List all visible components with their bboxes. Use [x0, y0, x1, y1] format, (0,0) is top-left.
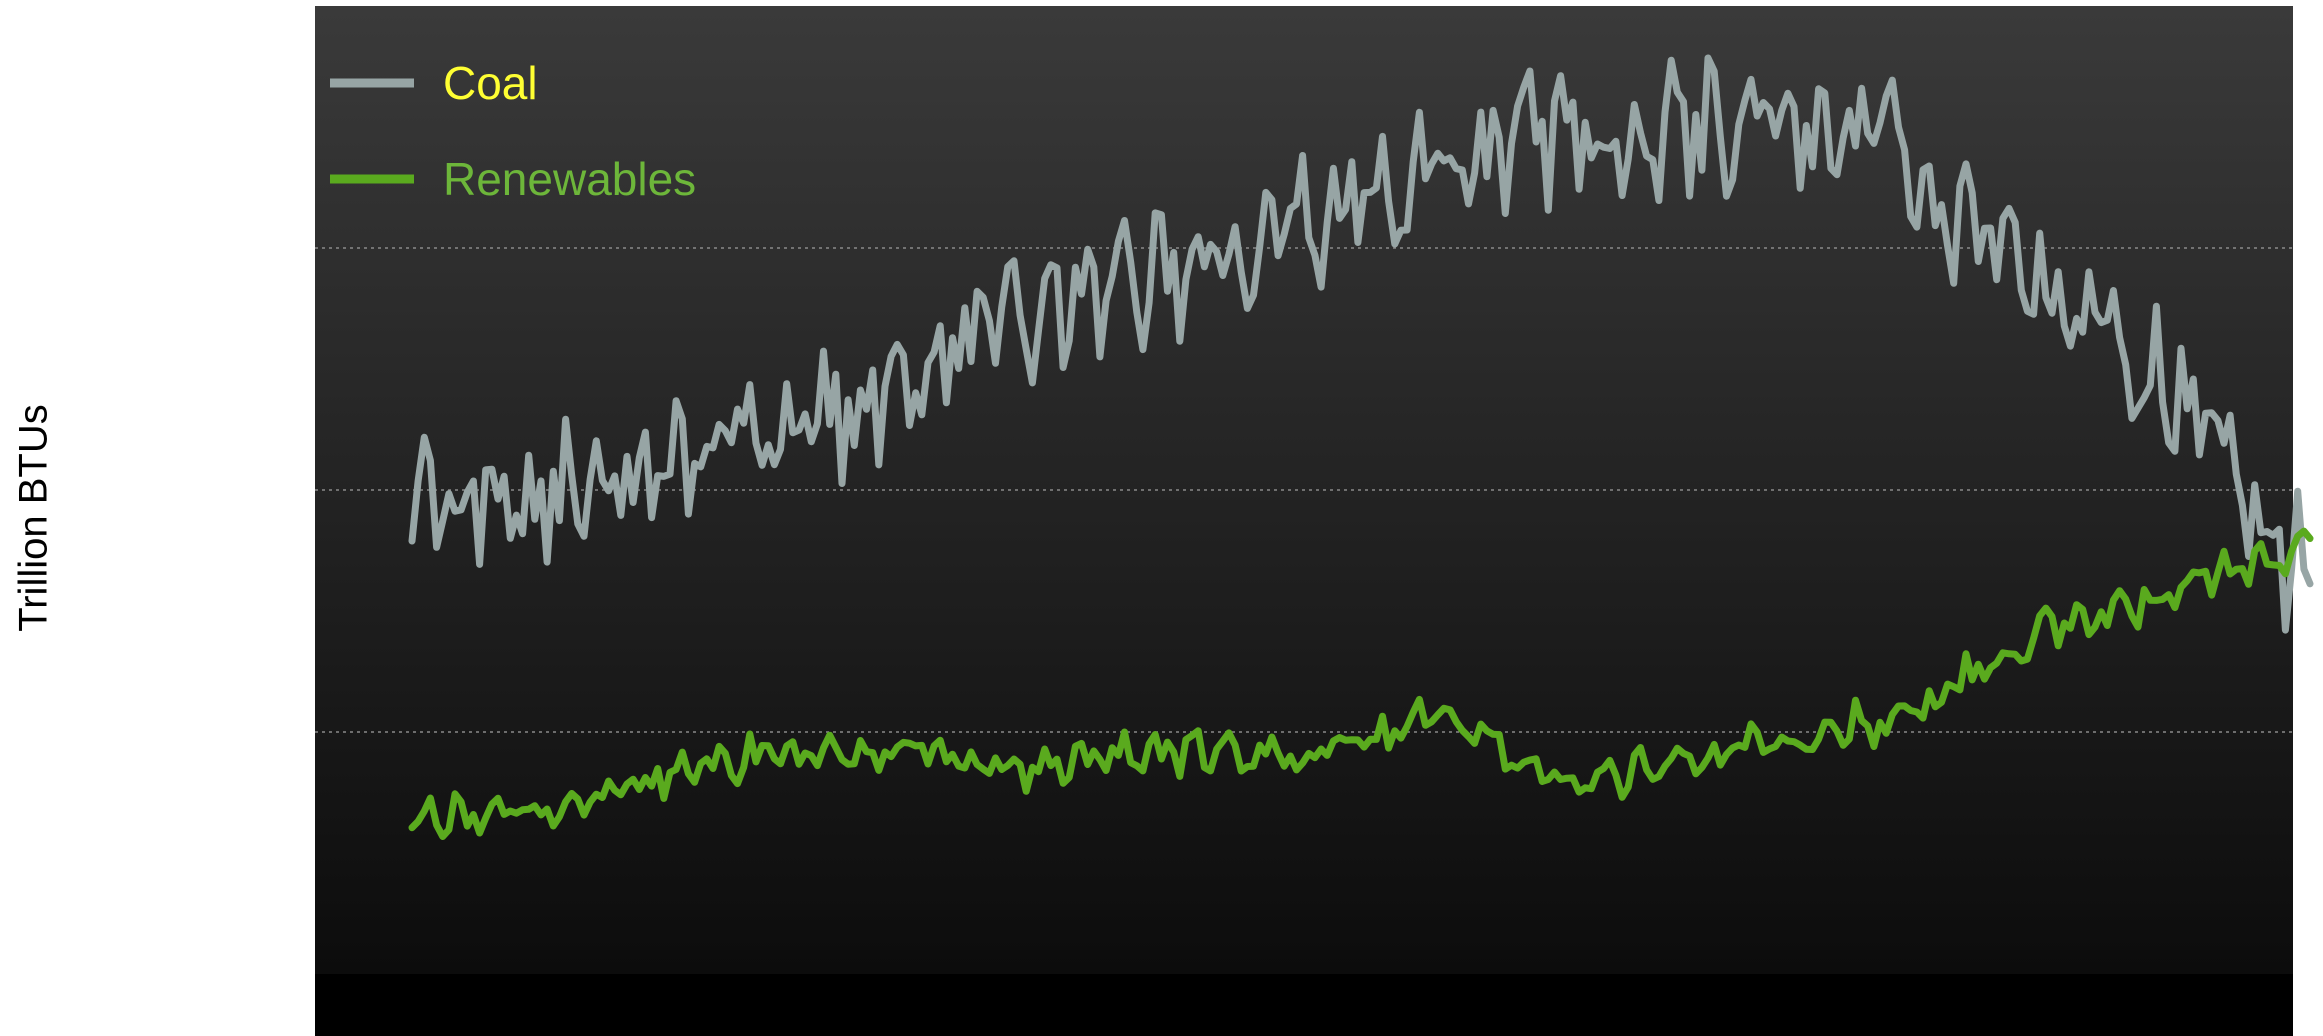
legend: Coal Renewables	[330, 57, 696, 205]
legend-label-coal: Coal	[443, 57, 538, 109]
baseline-band	[315, 974, 2293, 1036]
gridlines	[315, 247, 2293, 733]
series-line-renewables	[408, 527, 2314, 840]
series-layer	[408, 54, 2314, 840]
legend-label-renewables: Renewables	[443, 153, 696, 205]
series-line-coal	[408, 54, 2314, 634]
